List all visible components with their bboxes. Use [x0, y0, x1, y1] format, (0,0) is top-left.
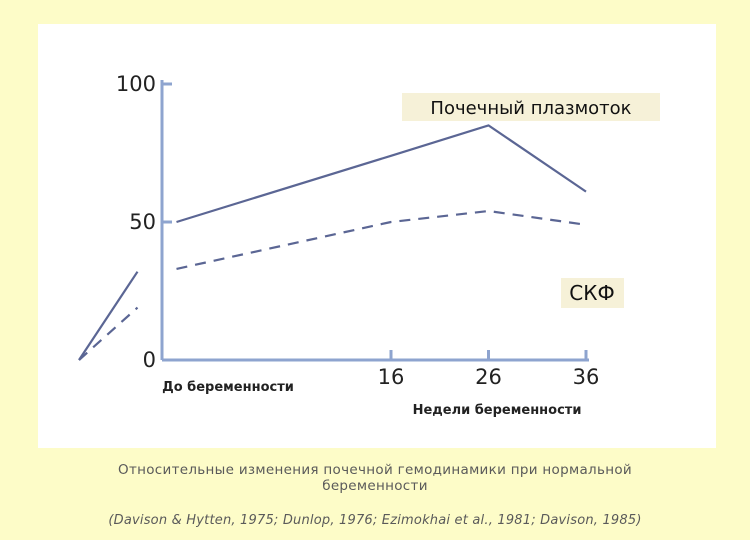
caption-line-1: Относительные изменения почечной гемодин… — [118, 462, 632, 478]
x-label-pre-pregnancy: До беременности — [162, 380, 294, 395]
legend-label-gfr: СКФ — [561, 278, 624, 308]
series-label-rpf: Почечный плазмоток — [430, 98, 631, 119]
x-tick-label-2: 36 — [573, 365, 600, 389]
x-tick-label-1: 26 — [475, 365, 502, 389]
references: (Davison & Hytten, 1975; Dunlop, 1976; E… — [108, 513, 642, 528]
x-axis-label: Недели беременности — [413, 403, 582, 418]
y-tick-label-0: 0 — [143, 348, 156, 372]
caption-line-2: беременности — [322, 478, 428, 494]
series-0-segment-0 — [78, 271, 139, 361]
series-lines — [78, 124, 587, 361]
y-tick-label-2: 100 — [116, 72, 156, 96]
legend-label-rpf: Почечный плазмоток — [402, 93, 660, 121]
line-chart: 0 50 100 16 26 36 Почечный плазмоток СКФ До … — [78, 72, 660, 418]
series-1-segment-1 — [176, 209, 587, 270]
y-ticks: 0 50 100 — [116, 72, 172, 372]
x-tick-label-0: 16 — [378, 365, 405, 389]
x-ticks: 16 26 36 — [378, 350, 600, 389]
chart-axes — [160, 80, 589, 362]
chart-panel: 0 50 100 16 26 36 Почечный плазмоток СКФ До … — [38, 24, 716, 448]
y-tick-label-1: 50 — [129, 210, 156, 234]
series-0-segment-1 — [176, 124, 587, 224]
series-label-gfr: СКФ — [569, 281, 614, 305]
figure-caption: Относительные изменения почечной гемодин… — [60, 462, 690, 494]
series-1-segment-0 — [78, 306, 139, 361]
